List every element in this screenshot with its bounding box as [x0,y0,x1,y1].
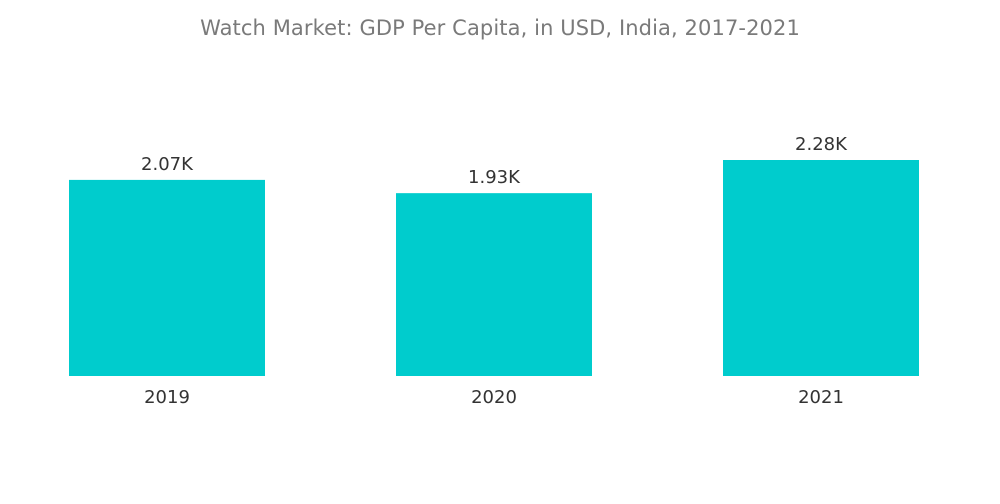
bar-2020 [396,193,592,376]
bar-2019 [69,179,265,376]
x-tick-label-2021: 2021 [798,387,844,408]
chart-title: Watch Market: GDP Per Capita, in USD, In… [200,16,800,40]
value-label-2019: 2.07K [141,154,194,175]
bar-2021 [723,160,919,376]
bars-group [69,160,919,376]
value-label-2020: 1.93K [468,167,521,188]
x-tick-label-2020: 2020 [471,387,517,408]
value-labels-group: 2.07K 1.93K 2.28K [141,134,848,188]
value-label-2021: 2.28K [795,134,848,155]
x-axis-tick-labels: 2019 2020 2021 [144,387,844,408]
x-tick-label-2019: 2019 [144,387,190,408]
